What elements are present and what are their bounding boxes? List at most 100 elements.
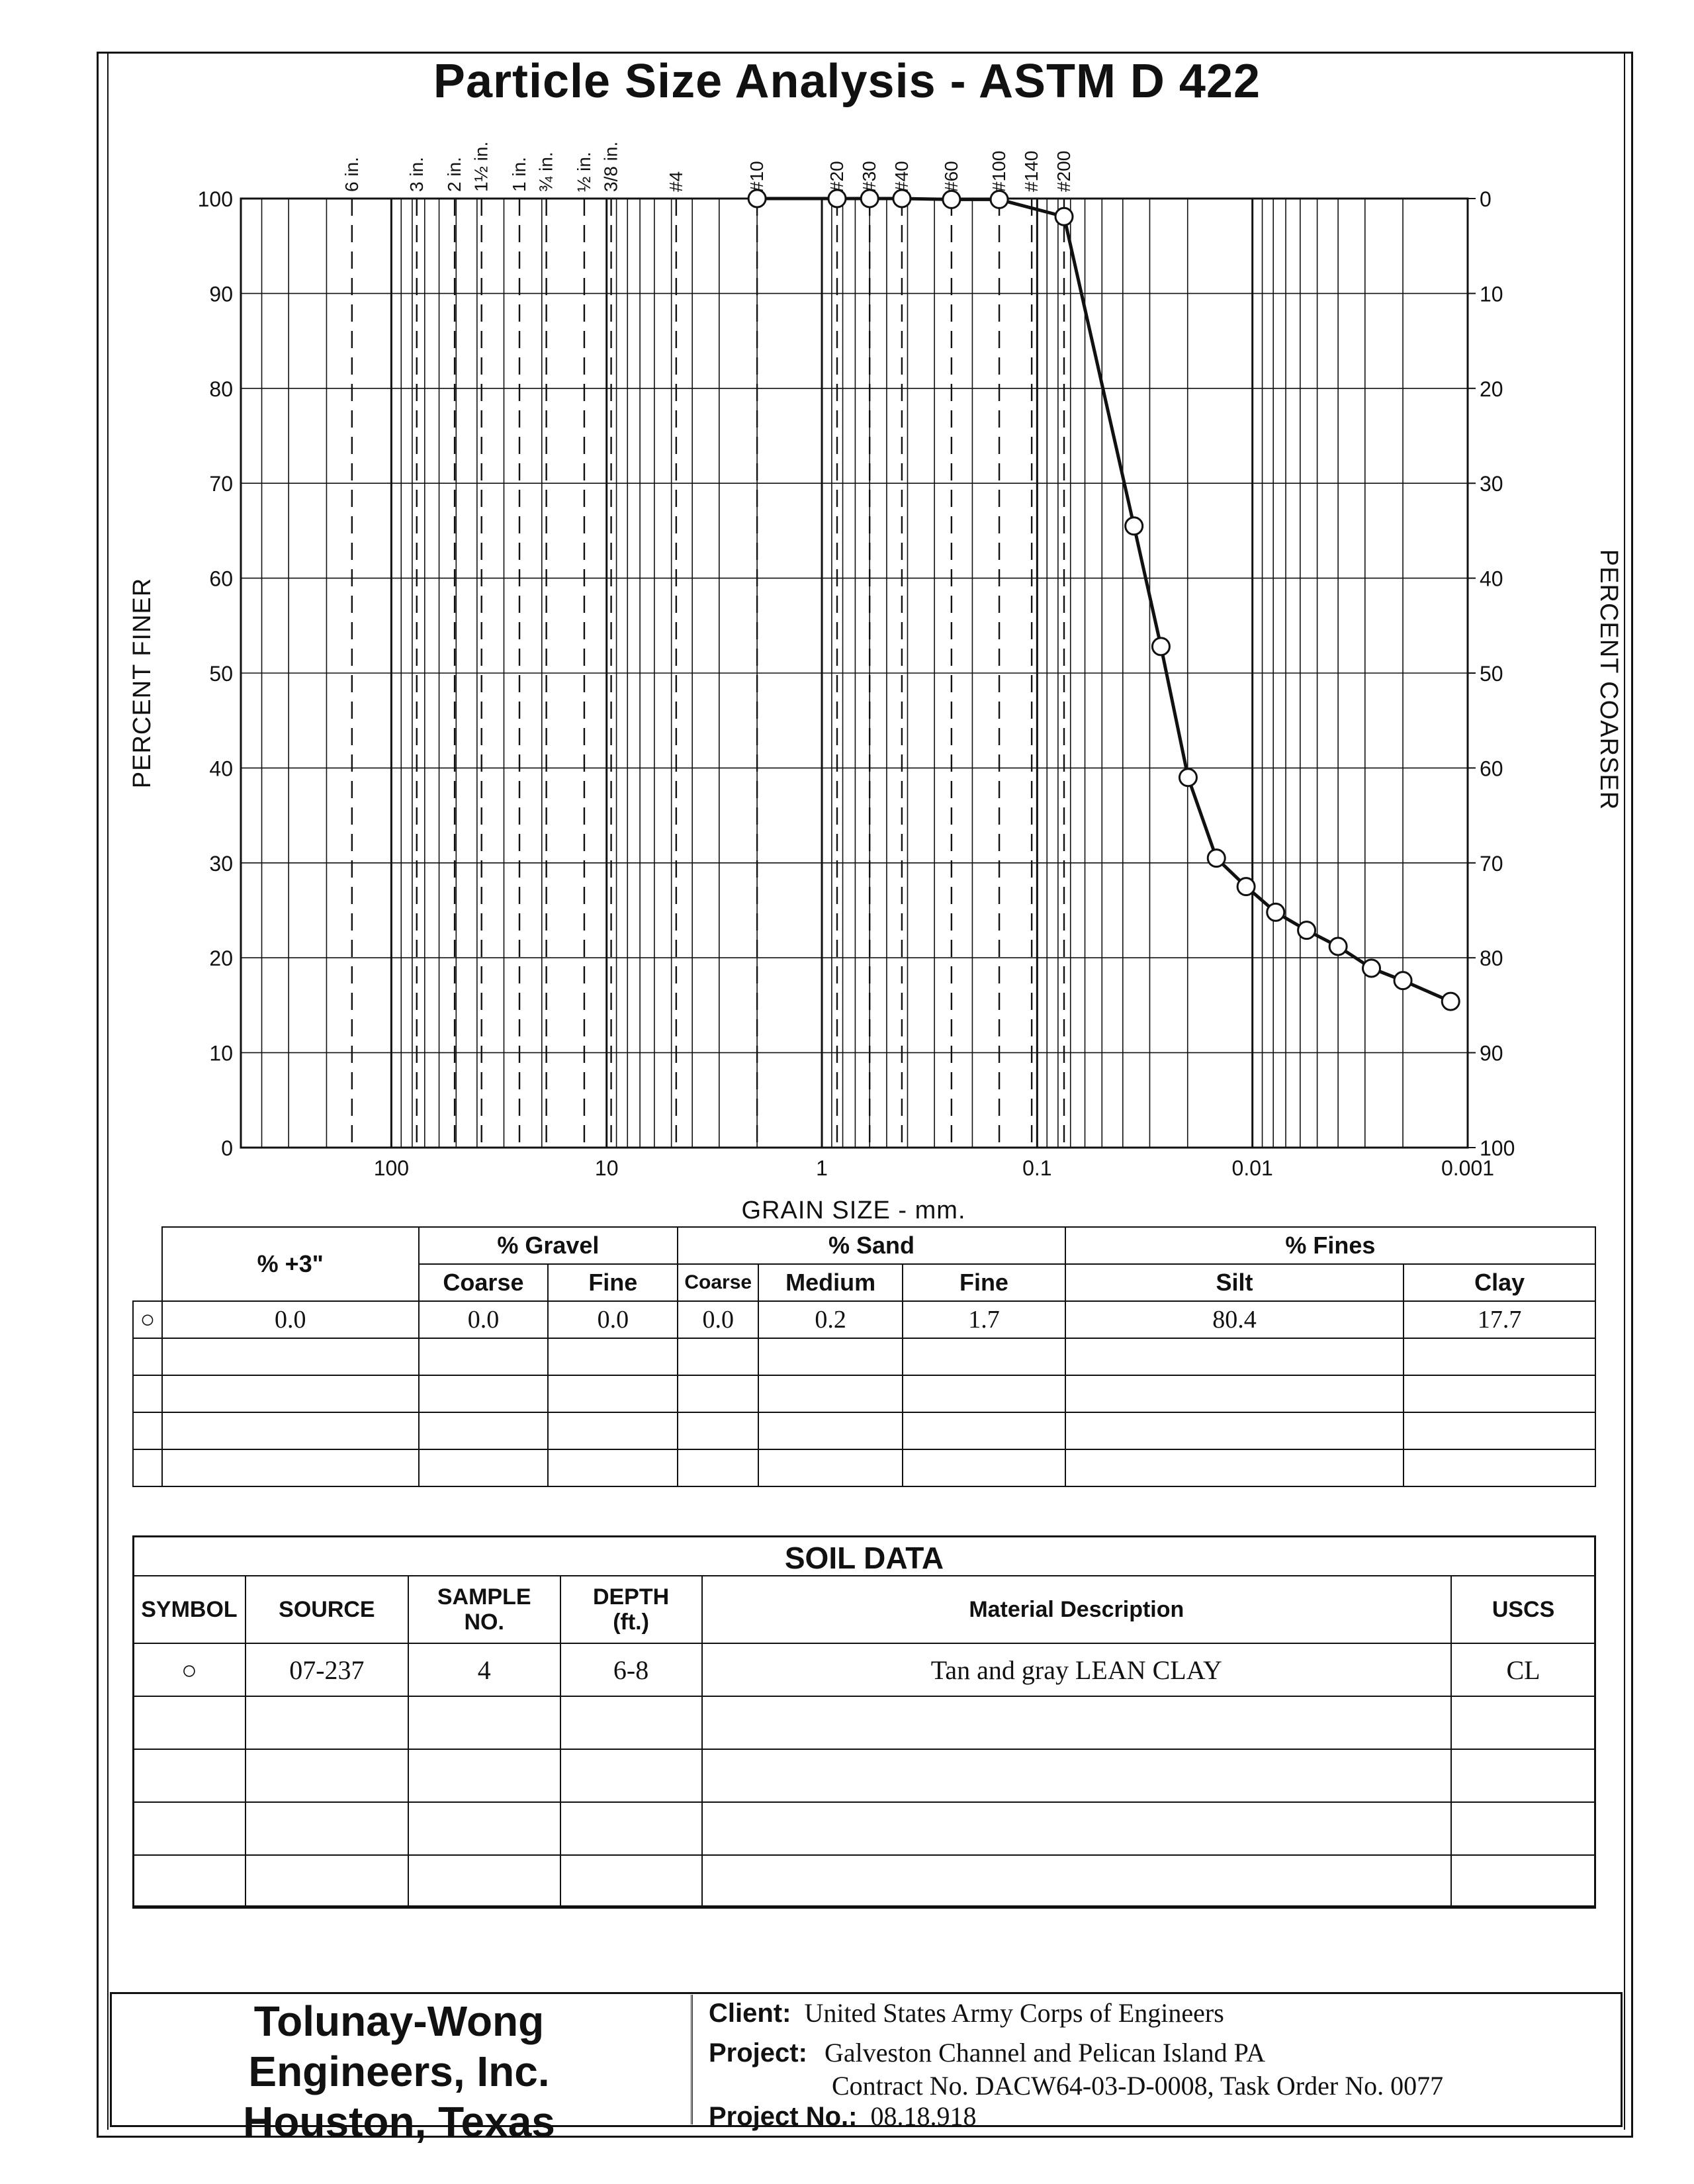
sand-medium-value: 0.2 [758, 1300, 904, 1339]
y-tick-label-left: 100 [198, 187, 233, 211]
x-tick-label: 10 [595, 1156, 619, 1180]
project-info: Client: United States Army Corps of Engi… [691, 1995, 1619, 2131]
data-point [942, 189, 961, 209]
x-tick-label: 0.01 [1232, 1156, 1273, 1180]
company-name: Tolunay-Wong Engineers, Inc. Houston, Te… [112, 1993, 686, 2146]
silt-value: 80.4 [1064, 1300, 1405, 1339]
contract-line: Contract No. DACW64-03-D-0008, Task Orde… [832, 2071, 1444, 2101]
description-header: Material Description [701, 1575, 1452, 1644]
sieve-label: 3/8 in. [601, 142, 621, 192]
uscs-header: USCS [1450, 1575, 1596, 1644]
clay-header: Clay [1403, 1263, 1596, 1302]
project-line: Project: Galveston Channel and Pelican I… [709, 2037, 1265, 2068]
y-tick-label-right: 60 [1480, 756, 1503, 780]
gravel-fine-header: Fine [547, 1263, 679, 1302]
data-point [1236, 877, 1256, 897]
sand-header: % Sand [677, 1226, 1066, 1265]
y-tick-label-right: 40 [1480, 567, 1503, 591]
symbol-circle: ○ [132, 1300, 163, 1339]
company-line-3: Houston, Texas [243, 2098, 555, 2146]
y-tick-label-left: 60 [209, 567, 233, 591]
data-point [1206, 848, 1226, 868]
sieve-label: #10 [746, 161, 767, 192]
sand-fine-value: 1.7 [902, 1300, 1066, 1339]
y-axis-right-title: PERCENT COARSER [1595, 549, 1623, 811]
client-value: United States Army Corps of Engineers [804, 1998, 1224, 2028]
y-tick-label-right: 0 [1480, 187, 1492, 211]
gradation-blank-row [132, 1412, 1596, 1450]
clay-value: 17.7 [1403, 1300, 1596, 1339]
y-tick-label-left: 30 [209, 852, 233, 876]
data-point [747, 189, 767, 208]
gravel-coarse-value: 0.0 [418, 1300, 549, 1339]
data-point [1151, 637, 1171, 657]
project-label: Project: [709, 2038, 807, 2068]
y-tick-label-left: 80 [209, 377, 233, 401]
sieve-label: #30 [859, 161, 879, 192]
gradation-blank-row [132, 1338, 1596, 1376]
y-tick-label-right: 90 [1480, 1042, 1503, 1066]
sieve-label: #4 [666, 171, 686, 192]
soil-symbol: ○ [132, 1643, 246, 1697]
soil-blank-row [132, 1854, 1596, 1909]
gradation-chart: 6 in. 3 in. 2 in. 1½ in. 1 in. ¾ in. ½ in. 3/8 … [198, 142, 1515, 1180]
sieve-label: #200 [1053, 151, 1074, 192]
x-tick-label: 0.1 [1022, 1156, 1051, 1180]
sieve-label: ¾ in. [536, 152, 557, 192]
data-point [892, 189, 912, 208]
data-point [1362, 958, 1382, 978]
y-tick-label-right: 100 [1480, 1136, 1515, 1160]
gradation-curve [757, 197, 1452, 1003]
sand-medium-header: Medium [758, 1263, 904, 1302]
soil-source: 07-237 [244, 1643, 409, 1697]
sieve-label: #100 [989, 151, 1009, 192]
plus3-header: % +3" [161, 1226, 420, 1302]
data-point [989, 189, 1009, 209]
y-tick-label-left: 70 [209, 472, 233, 496]
y-tick-label-right: 70 [1480, 852, 1503, 876]
data-point [1178, 768, 1198, 788]
data-point [1441, 991, 1460, 1011]
data-point [1328, 936, 1348, 956]
gravel-header: % Gravel [418, 1226, 679, 1265]
data-point [827, 189, 847, 208]
sieve-label: 2 in. [444, 157, 465, 192]
y-tick-label-left: 50 [209, 662, 233, 686]
y-tick-label-right: 10 [1480, 282, 1503, 306]
source-header: SOURCE [244, 1575, 409, 1644]
sample-header: SAMPLE NO. [407, 1575, 561, 1644]
sieve-label: 6 in. [341, 157, 362, 192]
soil-data-table: SYMBOL SOURCE SAMPLE NO. DEPTH (ft.) Mater… [132, 1575, 1596, 1909]
chart-title: Particle Size Analysis - ASTM D 422 [433, 55, 1261, 108]
x-tick-label: 1 [816, 1156, 828, 1180]
sieve-label: #40 [891, 161, 912, 192]
symbol-header: SYMBOL [132, 1575, 246, 1644]
sieve-label: 1 in. [509, 157, 529, 192]
y-tick-label-right: 80 [1480, 946, 1503, 970]
sieve-label: #20 [826, 161, 847, 192]
sieve-label: 3 in. [406, 157, 427, 192]
client-label: Client: [709, 1999, 791, 2028]
sand-coarse-value: 0.0 [677, 1300, 760, 1339]
x-axis-title: GRAIN SIZE - mm. [741, 1197, 966, 1224]
soil-data-title: SOIL DATA [784, 1541, 944, 1575]
client-line: Client: United States Army Corps of Engi… [709, 1997, 1224, 2028]
depth-header: DEPTH (ft.) [559, 1575, 703, 1644]
silt-header: Silt [1064, 1263, 1405, 1302]
data-point [1054, 206, 1074, 226]
project-value: Galveston Channel and Pelican Island PA [824, 2038, 1266, 2068]
fines-header: % Fines [1064, 1226, 1597, 1265]
company-line-1: Tolunay-Wong [253, 1997, 545, 2045]
y-tick-label-left: 20 [209, 946, 233, 970]
sieve-label: #60 [941, 161, 961, 192]
y-tick-label-left: 90 [209, 282, 233, 306]
sieve-label: ½ in. [574, 152, 594, 192]
project-no-value: 08.18.918 [870, 2101, 977, 2131]
data-point [860, 189, 879, 208]
gravel-fine-value: 0.0 [547, 1300, 679, 1339]
soil-blank-row [132, 1696, 1596, 1750]
x-tick-label: 100 [374, 1156, 409, 1180]
soil-blank-row [132, 1749, 1596, 1803]
x-tick-label: 0.001 [1441, 1156, 1494, 1180]
data-point [1266, 902, 1286, 922]
